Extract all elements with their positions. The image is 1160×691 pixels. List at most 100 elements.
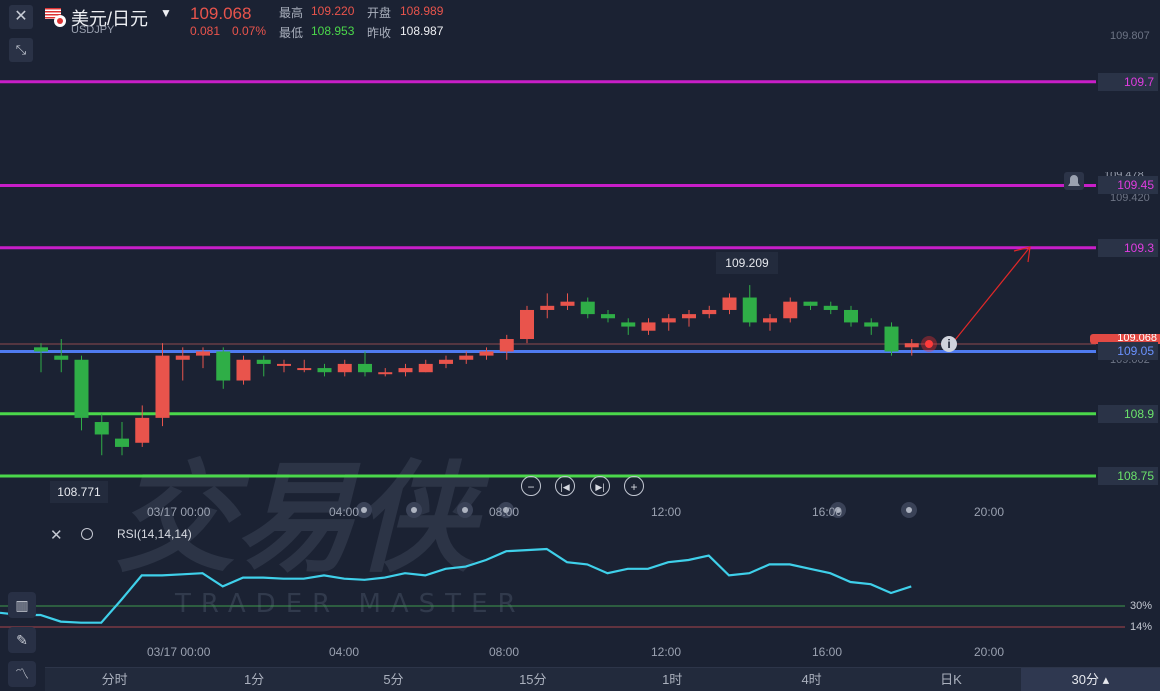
tab-fenshi[interactable]: 分时 <box>101 672 128 687</box>
candle[interactable] <box>155 355 170 418</box>
draw-tool-icon[interactable]: ✎ <box>8 627 36 653</box>
candle[interactable] <box>499 339 514 352</box>
candle[interactable] <box>459 355 474 360</box>
chart-type-icon[interactable]: 〽 <box>8 661 36 687</box>
candle[interactable] <box>236 359 251 381</box>
candle[interactable] <box>175 355 190 360</box>
candle[interactable] <box>823 305 838 310</box>
candle[interactable] <box>682 314 696 319</box>
candle[interactable] <box>378 372 393 375</box>
current-price-tag: 109.068 <box>1090 334 1160 344</box>
watermark-cn: 交易侠 <box>115 450 490 589</box>
low-label: 最低 <box>279 26 304 40</box>
candle[interactable] <box>540 305 555 310</box>
event-dot[interactable] <box>498 502 514 518</box>
candle[interactable] <box>115 438 129 447</box>
candle[interactable] <box>621 322 636 327</box>
event-dot[interactable] <box>406 502 422 518</box>
settings-icon[interactable] <box>81 528 93 540</box>
candle[interactable] <box>398 368 413 373</box>
axis-label-mid: 109.420 <box>1110 192 1150 204</box>
candle[interactable] <box>297 368 312 371</box>
scroll-left-button[interactable]: |◀ <box>555 476 575 496</box>
candle[interactable] <box>641 322 656 331</box>
info-icon[interactable]: i <box>941 336 957 352</box>
open-value: 108.989 <box>400 4 444 18</box>
zoom-in-button[interactable]: + <box>624 476 644 496</box>
tab-30min[interactable]: 30分 ▴ <box>1020 668 1160 691</box>
scroll-right-button[interactable]: ▶| <box>590 476 610 496</box>
candle[interactable] <box>34 347 48 352</box>
time-label: 03/17 00:00 <box>147 505 211 519</box>
rsi-time-label: 04:00 <box>329 645 360 659</box>
candle[interactable] <box>763 318 777 323</box>
event-dot[interactable] <box>356 502 372 518</box>
event-dot[interactable] <box>901 502 917 518</box>
pair-title[interactable]: 美元/日元 <box>71 9 149 29</box>
level-label: 109.7 <box>1098 72 1158 91</box>
candle[interactable] <box>864 322 879 327</box>
rsi-label: RSI(14,14,14) <box>117 527 192 541</box>
jp-flag-icon <box>54 15 66 27</box>
candle[interactable] <box>277 363 291 366</box>
candle[interactable] <box>722 297 737 310</box>
candle[interactable] <box>803 301 818 306</box>
interval-tabs: 分时 1分 5分 15分 1时 4时 日K 30分 ▴ <box>45 667 1160 691</box>
candle[interactable] <box>216 351 231 381</box>
high-callout: 109.209 <box>716 252 778 274</box>
trend-arrow[interactable] <box>954 246 1031 341</box>
candle[interactable] <box>560 301 575 306</box>
candle[interactable] <box>54 355 69 360</box>
price-change-pct: 0.07% <box>232 24 267 38</box>
candle[interactable] <box>317 368 332 373</box>
tab-15min[interactable]: 15分 <box>519 672 547 687</box>
candle[interactable] <box>418 363 433 373</box>
candle[interactable] <box>783 301 798 319</box>
candle[interactable] <box>661 318 676 323</box>
low-value: 108.953 <box>311 24 355 38</box>
candle[interactable] <box>601 314 615 319</box>
indicator-tool-icon[interactable]: ▥ <box>8 592 36 618</box>
level-label: 109.3 <box>1098 238 1158 257</box>
candle[interactable] <box>520 309 534 340</box>
rsi-time-label: 20:00 <box>974 645 1005 659</box>
zoom-out-button[interactable]: − <box>521 476 541 496</box>
candle[interactable] <box>196 351 210 356</box>
rsi-time-label: 16:00 <box>812 645 843 659</box>
tab-1min[interactable]: 1分 <box>243 672 265 687</box>
candle[interactable] <box>94 422 109 435</box>
collapse-icon[interactable]: ⤡ <box>9 38 33 62</box>
candle[interactable] <box>904 343 919 348</box>
candle[interactable] <box>844 309 858 323</box>
candle[interactable] <box>74 359 89 418</box>
tab-1hour[interactable]: 1时 <box>662 672 683 687</box>
chevron-down-icon[interactable]: ▼ <box>160 6 172 20</box>
candle[interactable] <box>884 326 899 352</box>
candle[interactable] <box>742 297 757 323</box>
rsi-line <box>0 547 912 624</box>
level-label: 108.9 <box>1098 404 1158 423</box>
close-icon[interactable]: ✕ <box>9 5 33 29</box>
candle[interactable] <box>135 417 150 443</box>
time-label: 20:00 <box>974 505 1005 519</box>
level-label: 108.75 <box>1098 466 1158 485</box>
tab-4hour[interactable]: 4时 <box>801 672 822 687</box>
candle[interactable] <box>358 363 372 373</box>
prev-close-value: 108.987 <box>400 24 444 38</box>
candle[interactable] <box>439 359 453 364</box>
tab-daily[interactable]: 日K <box>940 672 962 687</box>
symbol-code: USDJPY <box>71 24 115 36</box>
candle[interactable] <box>256 359 271 364</box>
candle[interactable] <box>702 309 717 315</box>
tab-5min[interactable]: 5分 <box>383 672 404 687</box>
candle[interactable] <box>337 363 352 373</box>
event-dot[interactable] <box>830 502 846 518</box>
close-rsi-icon[interactable]: ✕ <box>50 527 63 544</box>
axis-label-top: 109.807 <box>1110 30 1150 42</box>
time-label: 12:00 <box>651 505 682 519</box>
alert-price-label: 109.478 <box>1104 172 1160 180</box>
event-dot[interactable] <box>457 502 473 518</box>
candle[interactable] <box>580 301 595 315</box>
candle[interactable] <box>479 351 494 356</box>
